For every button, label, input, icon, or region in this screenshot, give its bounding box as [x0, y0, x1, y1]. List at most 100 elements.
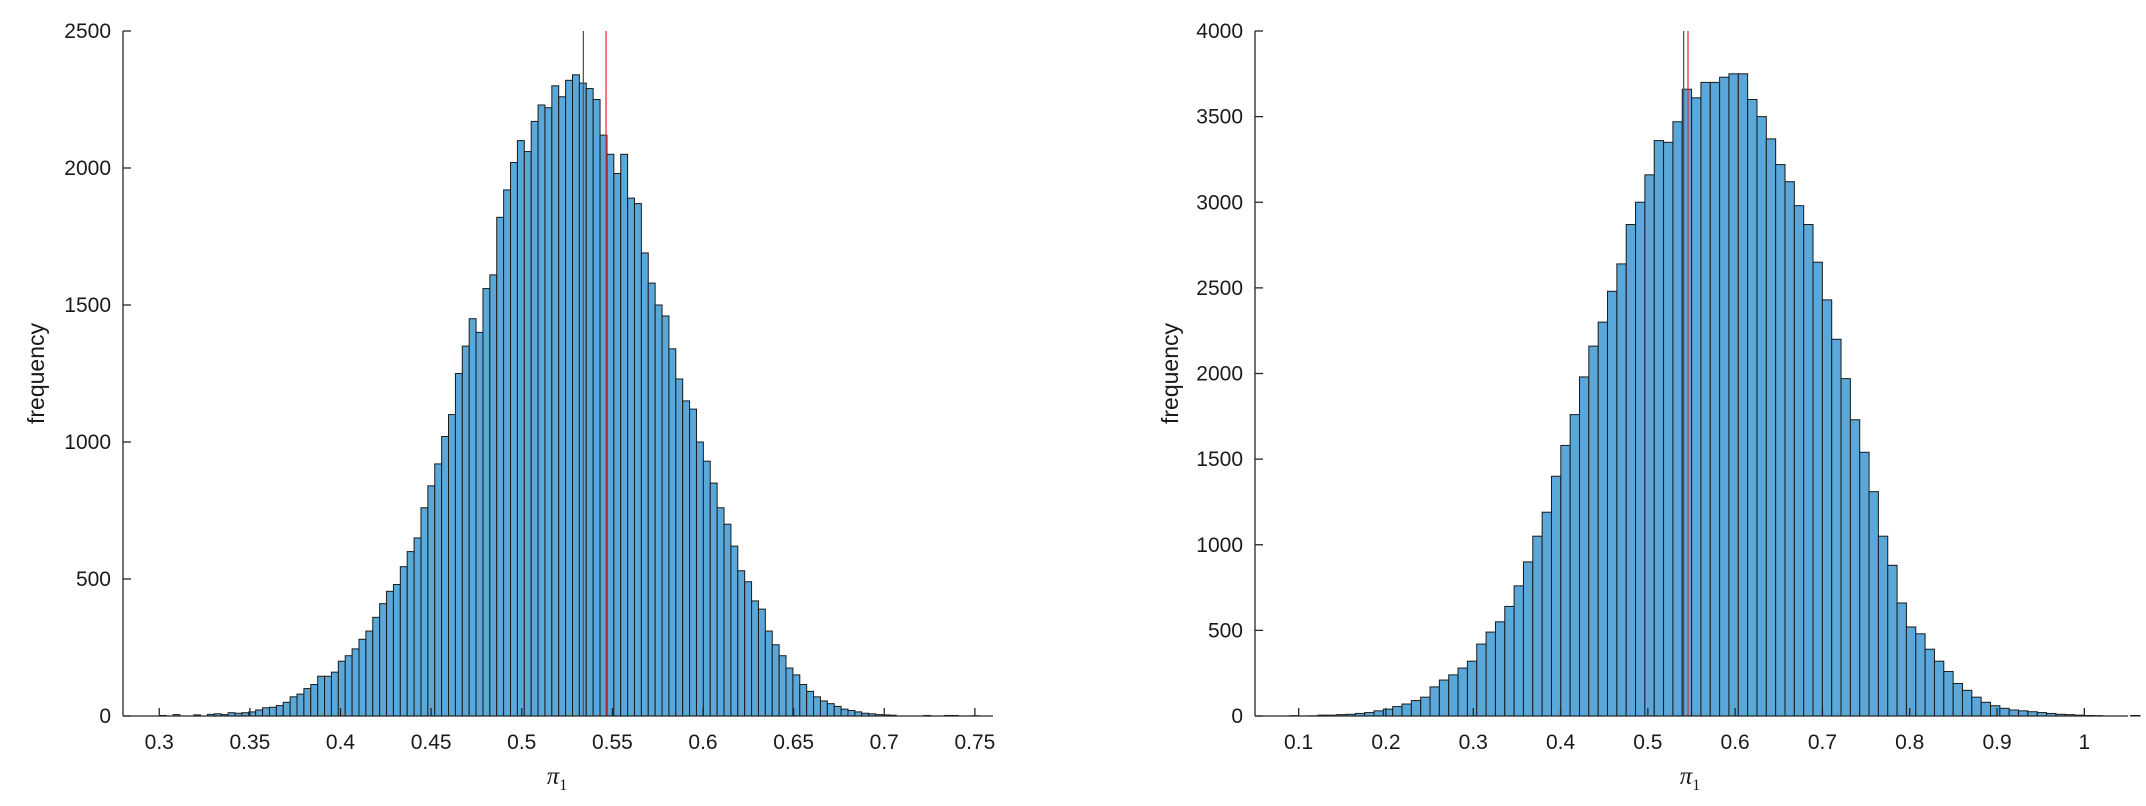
x-tick-label: 0.65 — [773, 731, 814, 754]
histogram-bar — [482, 288, 491, 717]
histogram-bar — [1569, 414, 1580, 717]
histogram-bar — [1616, 263, 1627, 717]
histogram-bar — [1429, 686, 1440, 717]
histogram-bar — [1578, 376, 1590, 717]
histogram-bar — [778, 655, 787, 717]
histogram-bar — [461, 345, 470, 717]
histogram-bar — [427, 485, 436, 717]
histogram-bar — [1532, 535, 1543, 717]
histogram-bar — [310, 683, 319, 717]
x-tick-label: 0.9 — [1982, 731, 2011, 754]
histogram-bar — [1410, 700, 1422, 717]
x-tick-label: 0.35 — [229, 731, 270, 754]
x-tick-label: 0.8 — [1895, 731, 1924, 754]
histogram-bar — [592, 99, 601, 717]
histogram-bar — [1644, 174, 1655, 717]
histogram-bar — [723, 523, 732, 717]
histogram-bar — [448, 414, 456, 717]
histogram-bar — [1466, 660, 1478, 717]
histogram-bar — [268, 706, 277, 717]
histogram-bar — [1756, 116, 1767, 717]
histogram-bar — [819, 700, 828, 717]
histogram-bar — [627, 197, 635, 717]
histogram-bar — [516, 140, 525, 717]
histogram-bar — [847, 710, 856, 717]
histogram-bar — [282, 701, 291, 717]
histogram-bar — [262, 707, 270, 717]
x-tick-label: 0.7 — [1808, 731, 1837, 754]
histogram-bar — [1868, 491, 1879, 717]
histogram-bar — [468, 318, 477, 717]
histogram-bar — [730, 545, 739, 717]
histogram-bar — [379, 603, 388, 717]
histogram-bar — [1448, 674, 1459, 717]
histogram-bar — [1504, 605, 1515, 717]
histogram-bar — [668, 348, 677, 717]
histogram-bar — [1438, 679, 1450, 717]
x-tick-label: 0.4 — [326, 731, 356, 754]
histogram-bar — [1943, 670, 1954, 717]
histogram-bar — [1905, 626, 1917, 717]
histogram-bar — [1765, 138, 1777, 717]
histogram-bar — [1485, 631, 1496, 717]
histogram-left: 0 500 1000 1500 2000 2500 0.3 0.35 0.4 0.45 0.5 0.5… — [23, 20, 995, 794]
x-axis-label-symbol: π — [547, 763, 561, 790]
histogram-bar — [420, 507, 429, 717]
histogram-bar — [1560, 444, 1571, 717]
histogram-bar — [372, 616, 381, 717]
histogram-bar — [544, 107, 553, 717]
histogram-bar — [1990, 705, 2001, 717]
y-axis-label: frequency — [1157, 323, 1183, 425]
y-tick-label: 4000 — [1196, 20, 1243, 43]
histogram-bar — [386, 590, 394, 717]
histogram-bar — [565, 79, 573, 717]
y-tick-label: 0 — [99, 705, 111, 728]
histogram-bar — [330, 671, 339, 717]
histogram-bar — [647, 282, 656, 717]
histogram-bar — [1597, 321, 1609, 717]
histogram-bar — [661, 315, 670, 717]
histogram-bar — [1812, 261, 1823, 717]
histogram-bar — [1859, 451, 1870, 717]
histogram-bar — [1952, 682, 1963, 717]
histogram-bar — [613, 172, 622, 717]
histogram-bar — [1980, 701, 1992, 717]
x-tick-label: 0.1 — [1284, 731, 1313, 754]
histogram-bar — [475, 331, 484, 717]
x-axis-label-symbol: π — [1680, 763, 1694, 790]
histogram-bar — [1607, 290, 1618, 717]
x-tick-label: 0.5 — [1633, 731, 1662, 754]
histogram-bar — [737, 570, 746, 717]
histogram-bar — [510, 162, 518, 717]
histogram-bar — [633, 203, 642, 717]
histogram-bar — [1747, 99, 1758, 717]
histogram-bar — [1513, 585, 1524, 717]
y-tick-label: 3500 — [1196, 106, 1243, 129]
histogram-bar — [530, 120, 539, 717]
histogram-bar — [1961, 689, 1973, 717]
histogram-bar — [1401, 703, 1412, 717]
x-axis-label: π1 — [547, 763, 568, 794]
histogram-bar — [716, 507, 725, 717]
histogram-bar — [551, 85, 560, 717]
histogram-bar — [1793, 205, 1805, 717]
histogram-bar — [764, 630, 773, 717]
histogram-bar — [654, 304, 663, 717]
y-tick-label: 500 — [76, 568, 111, 591]
histogram-bar — [1840, 378, 1851, 717]
histogram-bar — [324, 675, 332, 717]
y-tick-label: 1000 — [64, 431, 111, 454]
histogram-bar — [1691, 97, 1702, 717]
histogram-bar — [365, 630, 374, 717]
histogram-bar — [317, 675, 326, 717]
x-tick-label: 0.45 — [411, 731, 452, 754]
x-axis-label-subscript: 1 — [1692, 777, 1700, 794]
y-tick-label: 2000 — [1196, 363, 1243, 386]
histogram-bar — [826, 703, 835, 717]
histogram-bar — [1457, 667, 1468, 717]
histogram-bar — [744, 581, 753, 717]
y-tick-label: 1500 — [64, 294, 111, 317]
histogram-bar — [620, 153, 629, 717]
histogram-bar — [1588, 345, 1599, 717]
histogram-bar — [1653, 140, 1665, 717]
